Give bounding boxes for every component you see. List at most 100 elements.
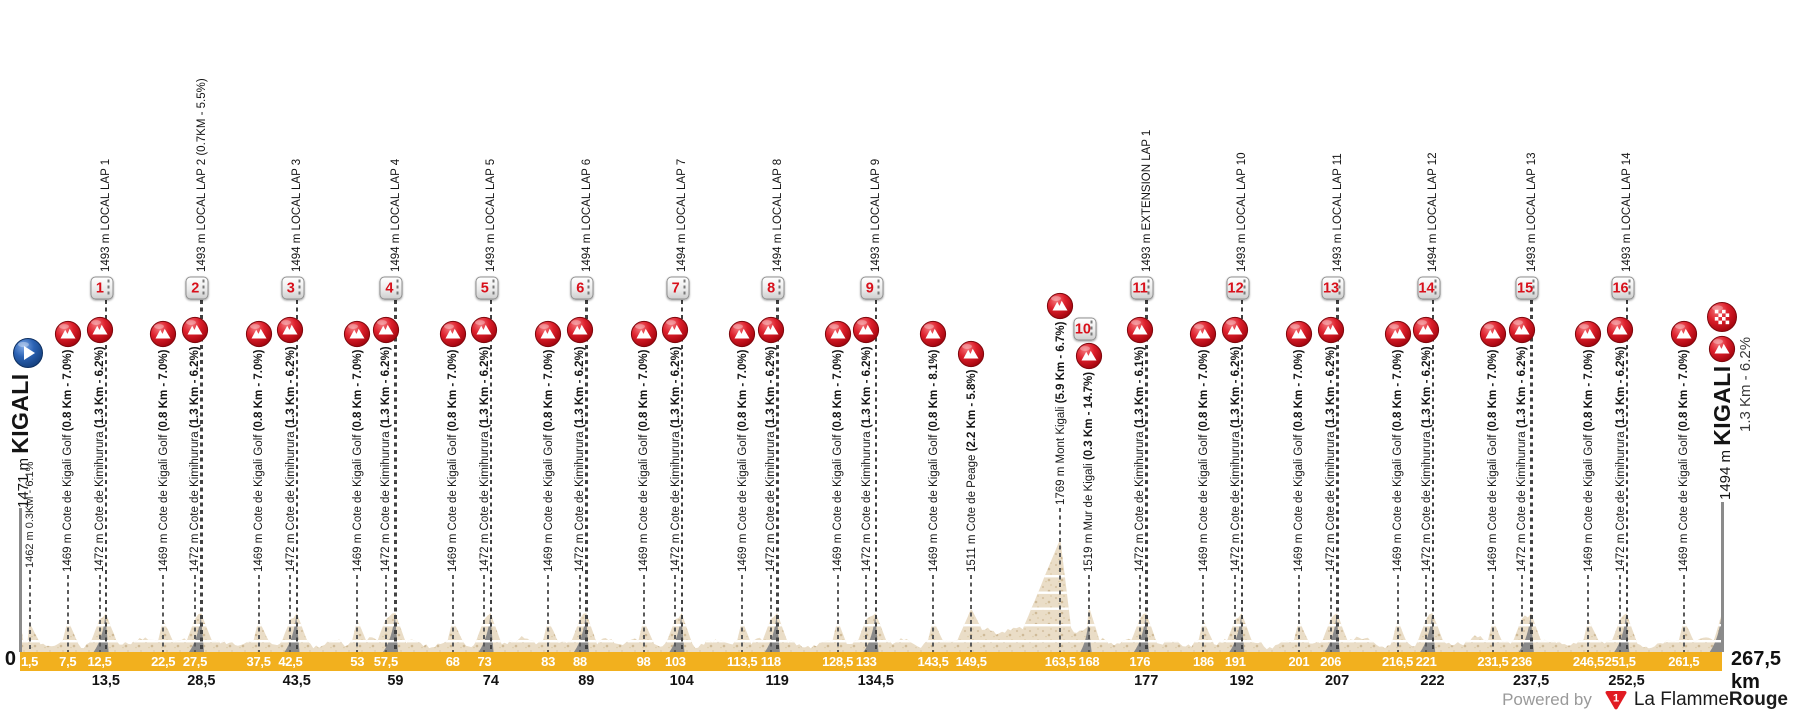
climb-line (1682, 575, 1685, 652)
lap-marker-7: 7 (666, 276, 690, 300)
axis-label-white: 231,5 (1477, 654, 1509, 669)
lap-label: 1493 m LOCAL LAP 14 (1620, 152, 1634, 272)
climb-label-text: (1.3 Km - 6.2%) (1516, 346, 1529, 429)
climb-label-text: 1469 m Cote de Kigali Golf (351, 431, 364, 572)
climb-line (356, 575, 359, 652)
lap-box-dash (1338, 279, 1341, 297)
axis-label-white: 186 (1193, 654, 1214, 669)
climb-icon (853, 316, 880, 344)
climb-label-text: 1472 m Cote de Kimihurura (189, 428, 202, 572)
climb-label-text: (1.3 Km - 6.2%) (94, 346, 107, 429)
climb-label-text: 1469 m Cote de Kigali Golf (1582, 431, 1595, 572)
climb-label-text: 1469 m Cote de Kigali Golf (1293, 431, 1306, 572)
axis-label-white: 261,5 (1668, 654, 1700, 669)
climb-label-text: (1.3 Km - 6.2%) (669, 346, 682, 429)
axis-label-black: 119 (765, 673, 789, 689)
finish-line (1721, 502, 1724, 652)
climb-icon (1708, 335, 1736, 363)
lap-label-text: 1493 m LOCAL LAP 11 (1331, 153, 1344, 272)
climb-icon (1575, 320, 1602, 348)
axis-label-white: 12,5 (87, 654, 112, 669)
climb-line (1234, 575, 1237, 652)
axis-label-white: 168 (1078, 654, 1100, 669)
lap-marker-5: 5 (475, 276, 499, 300)
axis-label-black: 104 (669, 673, 694, 689)
climb-label-text: (1.3 Km - 6.2%) (1325, 346, 1338, 429)
lap-label: 1493 m LOCAL LAP 11 (1331, 153, 1345, 272)
start-line (19, 508, 22, 652)
lap-line (200, 300, 203, 652)
climb-label-text: 1472 m Cote de Kimihurura (574, 428, 587, 572)
axis-label-black: 13,5 (91, 673, 121, 689)
climb-label: 1469 m Cote de Kigali Golf (0.8 Km - 7.0… (61, 350, 75, 572)
axis-label-white: 221 (1415, 654, 1437, 669)
lap-number: 16 (1612, 280, 1629, 296)
axis-label-white: 68 (445, 654, 460, 669)
climb-label-text: (0.8 Km - 7.0%) (62, 349, 75, 432)
climb-label-text: 1472 m Cote de Kimihurura (765, 428, 778, 572)
axis-end-label: 267,5 km (1731, 648, 1782, 693)
lap-label-text: 1494 m LOCAL LAP 6 (580, 158, 593, 272)
open-note-label-text: 1462 m 0.3KM - 6.1% (24, 461, 37, 568)
start-city-label-text: KIGALI (7, 373, 33, 454)
lap-box-dash (492, 279, 495, 297)
climb-label-text: (1.3 Km - 6.2%) (380, 346, 393, 429)
climb-label-text: 1472 m Cote de Kimihurura (380, 428, 393, 572)
powered-by-text: Powered by (1502, 690, 1592, 709)
axis-label-white: 149,5 (955, 654, 987, 669)
gridline (20, 624, 1722, 627)
axis-label-white: 118 (760, 654, 781, 669)
climb-label: 1472 m Cote de Kimihurura (1.3 Km - 6.2%… (764, 346, 778, 572)
climb-label-text: 1469 m Cote de Kigali Golf (542, 431, 555, 572)
climb-icon (1285, 320, 1312, 348)
lap-marker-6: 6 (570, 276, 594, 300)
lap-number: 4 (385, 280, 394, 296)
climb-icon (729, 320, 756, 348)
climb-label-text: (0.8 Km - 7.0%) (832, 349, 845, 432)
climb-icon (439, 320, 466, 348)
climb-line (162, 575, 165, 652)
climb-icon (1413, 316, 1440, 344)
logo-number: 1 (1613, 693, 1619, 705)
climb-line (98, 575, 101, 652)
axis-label-black: 43,5 (282, 673, 311, 689)
climb-label-text: 1469 m Cote de Kigali Golf (927, 431, 940, 572)
lap-box-dash (396, 279, 399, 297)
lap-label-text: 1493 m EXTENSION LAP 1 (1140, 129, 1153, 272)
open-note-label: 1462 m 0.3KM - 6.1% (23, 462, 37, 568)
climb-label: 1472 m Cote de Kimihurura (1.3 Km - 6.2%… (478, 346, 492, 572)
axis-label-black: 207 (1324, 673, 1350, 689)
lap-label-text: 1494 m LOCAL LAP 4 (389, 158, 402, 272)
finish-climb-stats-text: 1.3 Km - 6.2% (1737, 336, 1754, 432)
axis-label-white: 246,5 (1572, 654, 1604, 669)
climb-label-text: 1472 m Cote de Kimihurura (669, 428, 682, 572)
climb-label-text: (1.3 Km - 6.2%) (574, 346, 587, 429)
climb-label: 1472 m Cote de Kimihurura (1.3 Km - 6.1%… (1133, 346, 1147, 572)
climb-label-text: 1769 m Mont Kigali (1054, 403, 1067, 505)
axis-label-white: 73 (477, 654, 492, 669)
climb-label: 1469 m Cote de Kigali Golf (0.8 Km - 7.0… (637, 350, 651, 572)
climb-label-text: (0.8 Km - 7.0%) (1392, 349, 1404, 432)
lap-marker-8: 8 (761, 276, 785, 300)
climb-icon (566, 316, 594, 344)
lap-marker-10: 10 (1073, 317, 1097, 341)
climb-label-text: 1469 m Cote de Kigali Golf (447, 431, 460, 572)
climb-icon (1384, 320, 1411, 348)
lap-line (1625, 300, 1629, 652)
climb-label-text: 1511 m Cote de Peage (965, 451, 978, 572)
lap-box-dash (683, 279, 686, 297)
climb-icon (757, 316, 784, 344)
climb-label: 1469 m Cote de Kigali Golf (0.8 Km - 7.0… (1486, 350, 1500, 572)
climb-icon (372, 316, 399, 344)
climb-line (1059, 508, 1062, 652)
axis-label-black: 192 (1229, 673, 1254, 689)
climb-label-text: (0.8 Km - 7.0%) (351, 349, 364, 432)
axis-label-white: 27,5 (182, 654, 208, 669)
axis-label-white: 42,5 (278, 654, 303, 669)
climb-label-text: 1472 m Cote de Kimihurura (478, 428, 491, 572)
climb-label-text: (0.8 Km - 7.0%) (736, 349, 749, 432)
lap-box-dash (778, 279, 781, 297)
climb-label: 1472 m Cote de Kimihurura (1.3 Km - 6.2%… (860, 346, 874, 572)
axis-label-white: 22,5 (151, 654, 176, 669)
axis-label-white: 176 (1129, 654, 1151, 669)
